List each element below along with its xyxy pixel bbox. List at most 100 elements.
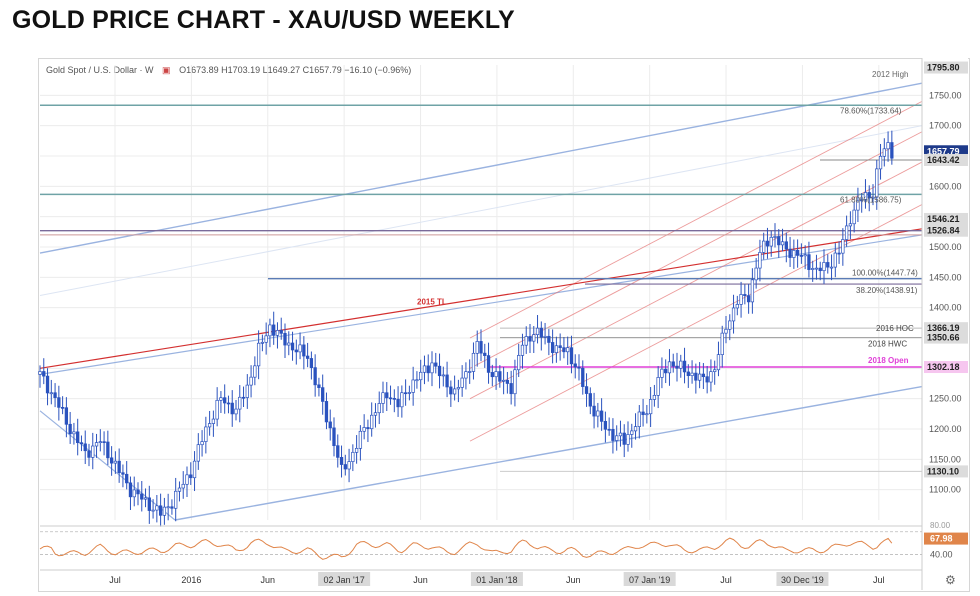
candle-body — [788, 248, 792, 258]
time-tick-label: Jun — [261, 575, 276, 585]
candle-body — [622, 432, 626, 445]
candle-body — [162, 506, 167, 516]
candle-body — [833, 252, 837, 268]
candle-body — [603, 421, 608, 430]
price-level-label: 1546.21 — [927, 214, 960, 224]
candle-body — [799, 255, 804, 257]
price-level-label: 1643.42 — [927, 155, 960, 165]
candle-body — [626, 434, 630, 445]
candle-body — [618, 432, 623, 437]
candle-body — [215, 399, 219, 420]
price-tick-label: 1150.00 — [929, 454, 961, 464]
candle-body — [754, 267, 758, 281]
price-level-tag — [924, 61, 968, 74]
candle-body — [682, 360, 687, 373]
candle-body — [479, 341, 483, 354]
candle-body — [189, 474, 193, 479]
candle-body — [132, 489, 136, 498]
candle-body — [886, 142, 890, 150]
candle-body — [550, 342, 555, 353]
candle-body — [121, 472, 125, 475]
symbol-name: Gold Spot / U.S. Dollar · W — [46, 65, 154, 75]
candle-body — [385, 392, 389, 399]
candle-body — [675, 365, 679, 369]
candle-body — [652, 395, 657, 400]
candle-body — [769, 236, 773, 247]
candle-body — [366, 427, 370, 430]
candle-body — [758, 252, 762, 269]
candle-body — [49, 392, 53, 395]
time-tick-box — [623, 572, 676, 586]
candle-body — [630, 430, 634, 435]
candle-body — [547, 335, 551, 343]
candle-body — [38, 371, 42, 375]
candle-body — [298, 344, 302, 353]
candle-body — [532, 334, 536, 342]
candle-body — [347, 461, 351, 470]
candle-body — [826, 262, 830, 268]
candle-body — [302, 344, 306, 357]
chart-frame[interactable] — [38, 58, 970, 592]
candle-body — [445, 374, 449, 388]
candle-body — [803, 254, 807, 257]
candle-body — [98, 441, 102, 444]
candle-body — [403, 392, 408, 395]
candle-body — [615, 435, 619, 441]
candle-body — [795, 250, 800, 256]
candle-body — [396, 398, 400, 408]
candle-body — [860, 199, 864, 202]
candle-body — [562, 347, 566, 353]
candle-body — [645, 413, 649, 416]
candle-body — [777, 236, 781, 246]
candle-body — [494, 371, 498, 378]
candle-body — [109, 457, 114, 464]
rsi-axis-top-label: 80.00 — [930, 521, 951, 530]
candle-body — [170, 506, 174, 509]
price-tick-label: 1100.00 — [929, 485, 961, 495]
candle-body — [588, 393, 592, 407]
annotation-2016-hoc: 2016 HOC — [876, 324, 914, 333]
candle-body — [671, 361, 675, 367]
candle-body — [592, 405, 596, 417]
candle-body — [151, 509, 155, 512]
candle-body — [581, 367, 585, 387]
candle-body — [256, 342, 261, 367]
candle-body — [807, 254, 811, 270]
candle-body — [852, 209, 856, 225]
price-level-tag — [924, 322, 968, 335]
candle-body — [875, 168, 879, 198]
price-level-label: 1366.19 — [927, 323, 960, 333]
candle-body — [234, 408, 238, 415]
candle-body — [513, 369, 517, 395]
candle-body — [746, 295, 751, 303]
candle-body — [449, 386, 453, 395]
candle-body — [140, 493, 144, 500]
candle-body — [45, 375, 50, 394]
candle-body — [867, 192, 871, 199]
candle-body — [336, 445, 340, 458]
candle-body — [486, 355, 491, 373]
candle-body — [117, 460, 121, 474]
candle-body — [57, 397, 61, 408]
price-level-tag — [924, 224, 968, 237]
candle-body — [829, 266, 834, 269]
candle-body — [558, 345, 562, 349]
candle-body — [264, 335, 268, 343]
price-tick-label: 1450.00 — [929, 272, 962, 282]
candle-body — [667, 361, 672, 374]
candle-body — [354, 447, 359, 453]
candle-body — [611, 429, 615, 441]
candle-body — [253, 365, 257, 378]
rsi-value-label: 67.98 — [930, 534, 953, 544]
annotation-61-80--1586-75-: 61.80%(1586.75) — [840, 195, 902, 204]
candle-body — [784, 241, 788, 250]
settings-gear-icon[interactable]: ⚙ — [945, 573, 956, 587]
candle-body — [844, 225, 849, 240]
price-level-label: 1302.18 — [927, 362, 960, 372]
candle-body — [468, 371, 472, 373]
trendline-2015 — [39, 228, 923, 369]
annotation-2015-tl: 2015 TL — [417, 298, 447, 307]
candle-body — [223, 397, 227, 404]
candle-body — [633, 426, 638, 432]
